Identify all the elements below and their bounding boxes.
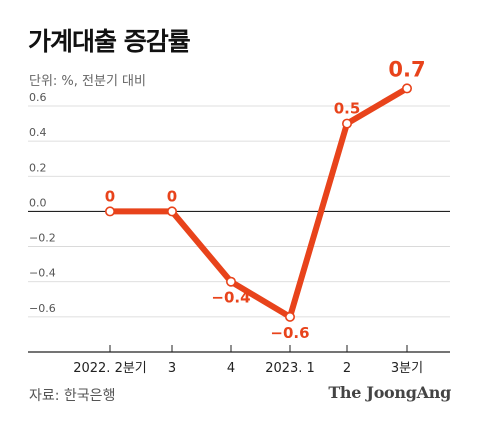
series-layer (105, 83, 412, 322)
data-label: 0 (167, 187, 177, 205)
axis-layer: 0.6 0.4 0.2 0.0 −0.2 −0.4 −0.6 2022. 2분기 3 4 2023.… (28, 91, 450, 376)
y-tick-label: 0.4 (29, 126, 47, 139)
data-label: 0 (105, 187, 115, 205)
data-point (167, 206, 178, 217)
data-point (226, 276, 237, 287)
unit-label: 단위: %, 전분기 대비 (29, 74, 146, 89)
source-note: 자료: 한국은행 (29, 388, 116, 404)
data-point (105, 206, 116, 217)
series-line (107, 85, 410, 320)
data-label: −0.4 (211, 289, 250, 307)
y-tick-label: 0.2 (29, 161, 47, 174)
y-tick-label: −0.2 (29, 232, 56, 245)
data-label: 0.5 (334, 100, 361, 118)
data-point (284, 311, 295, 322)
y-tick-label: 0.0 (29, 196, 47, 209)
x-tick-label: 2 (343, 361, 351, 376)
brand-logo: The JoongAng (328, 383, 451, 402)
y-tick-label: −0.4 (29, 267, 56, 280)
data-point (341, 118, 352, 129)
data-label: −0.6 (270, 324, 309, 342)
data-label: 0.7 (388, 57, 425, 81)
x-tick-label: 3분기 (391, 361, 423, 376)
chart-title: 가계대출 증감률 (28, 27, 191, 56)
y-tick-label: 0.6 (29, 91, 47, 104)
data-point (401, 83, 412, 94)
label-layer: 0 0 −0.4 −0.6 0.5 0.7 (105, 57, 426, 341)
x-tick-label: 2023. 1 (265, 361, 315, 376)
x-tick-label: 4 (227, 361, 235, 376)
y-tick-label: −0.6 (29, 302, 56, 315)
x-tick-label: 2022. 2분기 (73, 361, 147, 376)
x-tick-label: 3 (168, 361, 176, 376)
